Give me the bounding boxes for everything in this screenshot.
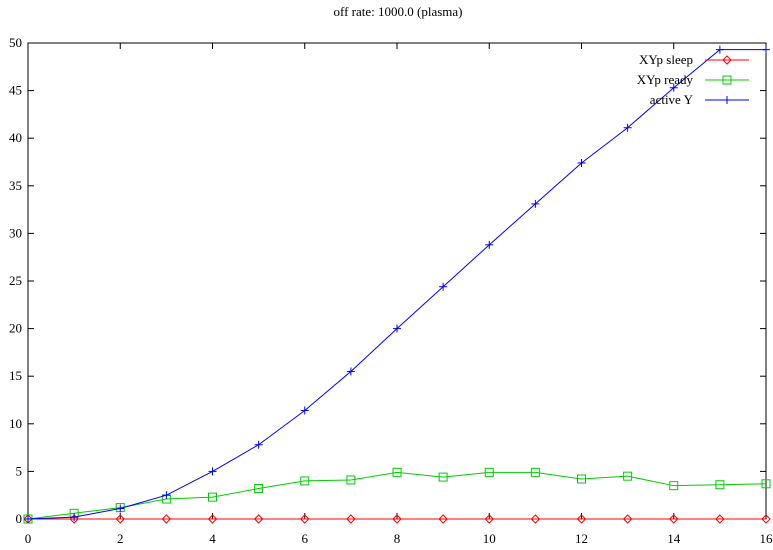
y-tick-label: 15 — [9, 368, 22, 383]
data-point-active-y — [393, 324, 401, 333]
data-point-xyp-sleep — [761, 514, 771, 524]
x-tick-label: 4 — [209, 531, 216, 546]
data-point-active-y — [208, 467, 217, 476]
data-point-active-y — [439, 282, 448, 291]
x-tick-label: 14 — [667, 531, 681, 546]
chart-title: off rate: 1000.0 (plasma) — [334, 4, 463, 19]
y-tick-label: 45 — [9, 83, 22, 98]
data-point-active-y — [531, 199, 540, 208]
data-point-active-y — [715, 45, 724, 54]
legend-label: XYp sleep — [639, 52, 693, 67]
data-point-xyp-ready — [346, 475, 356, 485]
data-point-xyp-ready — [623, 471, 633, 481]
y-tick-label: 25 — [9, 273, 22, 288]
data-point-xyp-ready — [577, 474, 586, 484]
legend-entry-xyp-ready: XYp ready — [637, 72, 749, 87]
data-point-active-y — [623, 123, 632, 132]
data-point-xyp-ready — [300, 476, 310, 486]
data-point-active-y — [254, 440, 263, 449]
data-point-xyp-sleep — [253, 514, 264, 524]
legend: XYp sleep XYp ready active Y — [637, 52, 749, 107]
legend-swatch-marker — [722, 55, 732, 65]
data-point-xyp-ready — [715, 480, 725, 490]
data-point-xyp-sleep — [161, 514, 172, 524]
data-point-active-y — [577, 158, 586, 167]
y-tick-label: 20 — [9, 321, 22, 336]
plot-area-border — [27, 42, 767, 520]
legend-swatch-marker — [723, 96, 731, 104]
data-point-xyp-sleep — [115, 514, 125, 524]
series-xyp-sleep — [23, 514, 771, 524]
x-tick-label: 0 — [25, 531, 32, 546]
legend-swatch-marker — [722, 75, 732, 85]
y-tick-label: 40 — [9, 130, 22, 145]
data-point-active-y — [346, 367, 355, 376]
x-tick-label: 12 — [575, 531, 588, 546]
data-point-xyp-sleep — [392, 514, 402, 524]
y-tick-label: 35 — [9, 178, 22, 193]
y-tick-label: 50 — [9, 35, 22, 50]
axes-layer: 0 5 10 15 20 25 30 35 40 45 50 0 2 4 6 8 10 12 14 16 — [9, 35, 773, 546]
data-point-xyp-sleep — [207, 514, 218, 524]
data-point-xyp-sleep — [346, 514, 356, 524]
data-point-xyp-sleep — [576, 514, 587, 524]
data-point-xyp-ready — [438, 472, 448, 482]
data-point-xyp-sleep — [530, 514, 541, 524]
x-tick-label: 8 — [394, 531, 401, 546]
y-tick-label: 0 — [16, 511, 23, 526]
y-tick-label: 10 — [9, 416, 22, 431]
x-tick-label: 16 — [760, 531, 773, 546]
data-point-xyp-ready — [669, 481, 679, 491]
legend-entry-xyp-sleep: XYp sleep — [639, 52, 749, 67]
data-point-xyp-ready — [208, 492, 217, 502]
data-point-active-y — [300, 406, 309, 415]
series-active-y — [24, 45, 770, 523]
y-tick-label: 5 — [16, 463, 23, 478]
data-point-xyp-ready — [254, 484, 264, 494]
series-line-xyp-ready — [27, 471, 767, 520]
legend-label: active Y — [650, 92, 694, 107]
data-point-active-y — [162, 491, 171, 500]
x-tick-label: 6 — [302, 531, 309, 546]
legend-label: XYp ready — [637, 72, 694, 87]
data-point-active-y — [485, 240, 494, 249]
series-layer — [23, 45, 771, 524]
data-point-xyp-sleep — [300, 514, 310, 524]
data-point-xyp-ready — [484, 467, 494, 477]
data-point-active-y — [24, 515, 32, 523]
x-tick-label: 2 — [117, 531, 124, 546]
y-tick-label: 30 — [9, 225, 22, 240]
data-point-xyp-sleep — [622, 514, 633, 524]
data-point-xyp-ready — [392, 467, 402, 477]
data-point-active-y — [762, 45, 770, 54]
data-point-xyp-sleep — [438, 514, 448, 524]
data-point-xyp-ready — [530, 467, 540, 477]
data-point-xyp-sleep — [715, 514, 725, 524]
data-point-xyp-ready — [761, 479, 771, 489]
data-point-active-y — [116, 504, 125, 513]
data-point-xyp-sleep — [669, 514, 679, 524]
series-line-active-y — [27, 49, 766, 520]
legend-entry-active-y: active Y — [650, 92, 749, 107]
data-point-active-y — [669, 83, 678, 92]
data-point-active-y — [70, 513, 79, 522]
x-tick-label: 10 — [483, 531, 496, 546]
data-point-xyp-sleep — [484, 514, 494, 524]
